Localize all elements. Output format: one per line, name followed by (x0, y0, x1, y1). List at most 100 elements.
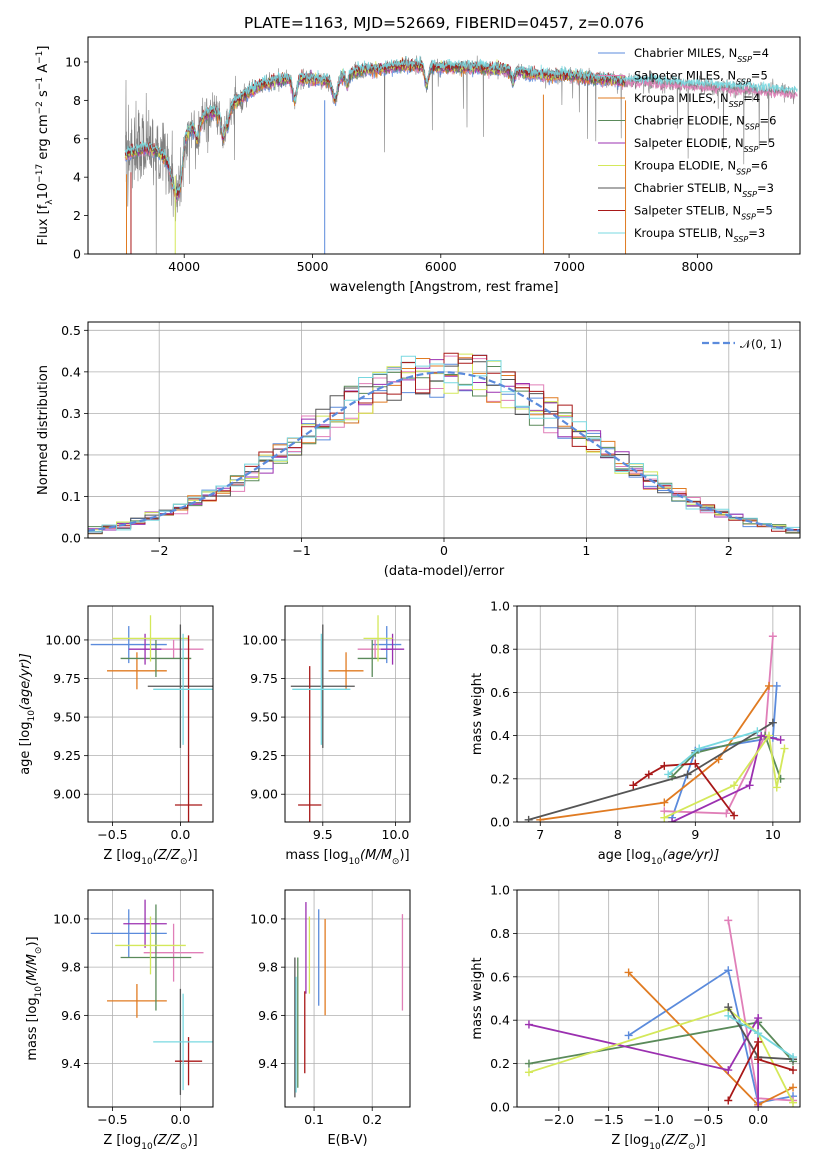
y-axis-label: Normed distribution (36, 365, 51, 495)
legend-n: , N (713, 91, 729, 105)
legend-model-name: Kroupa MILES (634, 91, 713, 105)
y-tick-label: 9.8 (258, 960, 278, 975)
legend-model-name: Kroupa STELIB (634, 226, 718, 240)
legend-ssp: SSP (734, 235, 749, 244)
legend-eq: = (743, 91, 753, 105)
y-label-close: )] (25, 936, 40, 946)
legend-nssp: 5 (768, 136, 775, 150)
marker-point (660, 813, 669, 822)
y-tick-label: 8 (73, 93, 81, 108)
x-axis-label: (data-model)/error (384, 564, 505, 579)
x-label-main: E(B-V) (327, 1133, 367, 1148)
x-axis-label: Z [log10(Z/Z⊙)] (103, 1133, 197, 1152)
x-tick-label: 4000 (168, 259, 200, 274)
y-label-rest: (age/yr)] (18, 653, 33, 710)
legend-n: , N (721, 46, 737, 60)
marker-point (754, 1037, 763, 1046)
y-tick-label: 0.8 (490, 926, 510, 941)
x-label-main: Z [log (103, 1133, 141, 1148)
legend-model-name: Chabrier MILES (634, 46, 721, 60)
legend-eq: = (756, 204, 766, 218)
panel-age-vs-mass: 9.5 10.0 9.00 9.25 9.50 9.75 10.00 mass [log10(… (242, 605, 411, 867)
x-tick-label: 9.5 (313, 827, 333, 842)
marker-point (724, 916, 733, 925)
x-tick-label: 0 (440, 543, 448, 558)
y-label-part: A (36, 64, 51, 77)
x-label-main: age [log (598, 848, 651, 863)
y-tick-label: 9.00 (250, 787, 278, 802)
x-tick-label: 1 (582, 543, 590, 558)
legend-model-name: Chabrier STELIB (634, 181, 726, 195)
legend-eq: = (758, 136, 768, 150)
y-label-part: 10 (36, 183, 51, 200)
x-label-main: mass [log (285, 848, 348, 863)
data-point-kroupa-stelib (153, 633, 213, 745)
x-label-close: )] (188, 848, 198, 863)
series-salpeter-elodie (671, 734, 781, 822)
marker-point (691, 759, 700, 768)
legend-n: , N (720, 69, 736, 83)
marker-point (772, 783, 781, 792)
y-label-part: ] (36, 46, 51, 51)
x-label-rest: (Z/Z (153, 848, 181, 863)
x-tick-label: 2 (725, 543, 733, 558)
legend-entry: Chabrier ELODIE, NSSP=6 (634, 114, 776, 132)
y-label-sup: −2 (35, 101, 45, 114)
x-label-sun: ⊙ (392, 857, 400, 867)
x-axis-label: age [log10(age/yr)] (598, 848, 720, 867)
series-chabrier-miles (671, 685, 778, 818)
marker-point (789, 1066, 798, 1075)
marker-point (683, 770, 692, 779)
axes-frame (87, 605, 214, 823)
series-salpeter-elodie (528, 1014, 759, 1107)
x-tick-label: 0.0 (170, 827, 190, 842)
y-label-sub: λ (45, 199, 55, 205)
y-label-main: age [log (18, 722, 33, 775)
legend-n: , N (728, 136, 744, 150)
legend-ssp: SSP (737, 55, 752, 64)
y-tick-label: 0.4 (490, 728, 510, 743)
y-label-part: Flux [f (36, 204, 51, 245)
marker-point (644, 770, 653, 779)
legend-nssp: 3 (767, 181, 774, 195)
marker-point (764, 681, 773, 690)
y-label-sup: −1 (35, 51, 45, 64)
panel-mass-vs-Z: −0.5 0.09.49.69.810.0Z [log10(Z/Z⊙)]mass … (25, 889, 214, 1152)
legend-n: , N (726, 181, 742, 195)
x-tick-label: 0.0 (748, 1112, 768, 1127)
marker-point (768, 718, 777, 727)
axes-frame (284, 605, 411, 823)
legend-model-name: Salpeter STELIB (634, 204, 725, 218)
marker-point (660, 761, 669, 770)
x-label-main: wavelength [Angstrom, rest frame] (330, 280, 559, 295)
y-tick-label: 9.75 (53, 671, 81, 686)
marker-point (660, 798, 669, 807)
axes-frame (87, 889, 214, 1108)
x-tick-label: −1 (292, 543, 310, 558)
axes-frame (87, 36, 801, 255)
legend-eq: = (751, 69, 761, 83)
legend-nssp: 4 (753, 91, 760, 105)
legend-model-name: Salpeter ELODIE (634, 136, 728, 150)
y-tick-label: 9.6 (61, 1008, 81, 1023)
marker-point (724, 1011, 733, 1020)
y-tick-label: 0.2 (490, 771, 510, 786)
marker-point (724, 1096, 733, 1105)
legend-entry: Salpeter MILES, NSSP=5 (634, 69, 768, 87)
x-label-close: )] (188, 1133, 198, 1148)
legend-n: , N (718, 226, 734, 240)
y-tick-label: 0.1 (61, 489, 81, 504)
y-tick-label: 10.0 (250, 911, 278, 926)
x-tick-label: 7 (536, 827, 544, 842)
y-tick-label: 9.25 (53, 748, 81, 763)
marker-point (730, 781, 739, 790)
marker-point (724, 1003, 733, 1012)
marker-point (724, 1066, 733, 1075)
data-point-kroupa-stelib (292, 633, 351, 745)
axes-frame (284, 889, 411, 1108)
marker-point (724, 966, 733, 975)
y-tick-label: 0.2 (490, 1056, 510, 1071)
